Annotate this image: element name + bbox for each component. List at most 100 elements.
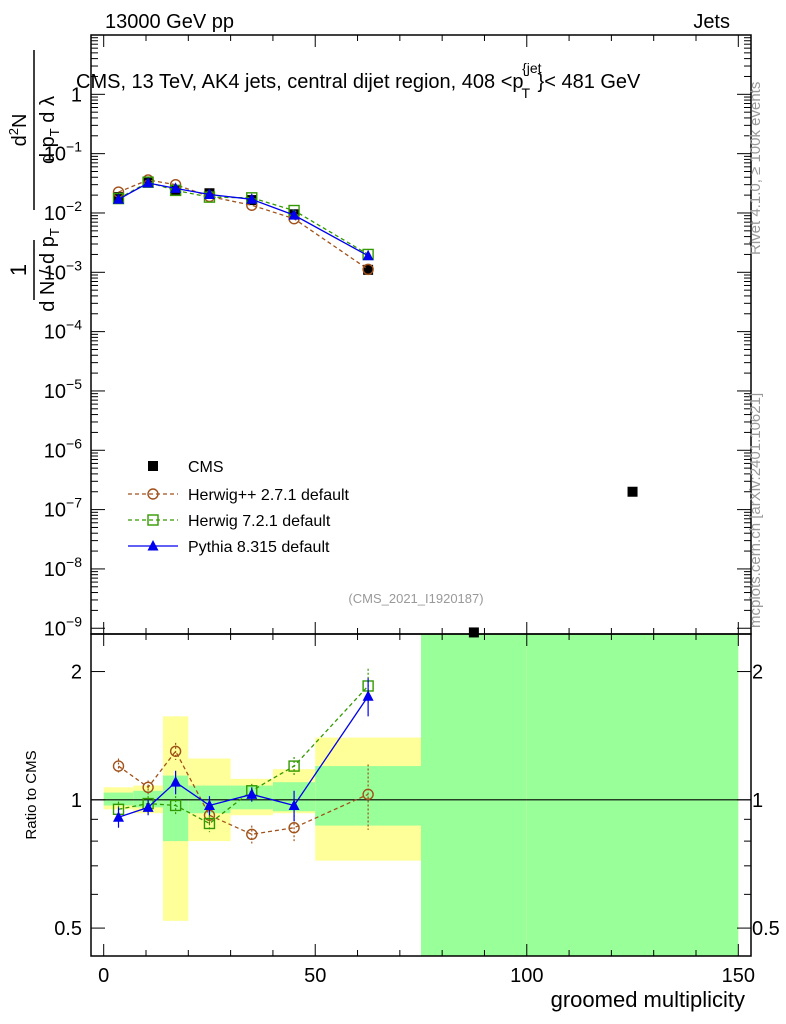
main-y-tick-label: 10−4 [44, 317, 82, 344]
tick-label-exponent: −1 [66, 139, 82, 155]
main-y-tick-label: 10−8 [44, 554, 82, 581]
tick-label-exponent: −6 [66, 435, 82, 451]
main-y-tick-label: 10−6 [44, 435, 82, 462]
ratio-series-point [169, 799, 182, 812]
tick-label-exponent: −3 [66, 257, 82, 273]
tick-label-base: 10 [44, 322, 66, 344]
tick-label-exponent: −2 [66, 198, 82, 214]
ratio-series-point [246, 788, 258, 799]
axes-group: 0 50 100 15010−910−810−710−610−510−410−310−… [44, 34, 780, 987]
ratio-series-point [203, 817, 216, 830]
legend-label-cms: CMS [188, 459, 224, 476]
legend-marker [147, 514, 159, 526]
series-line [118, 182, 369, 257]
ratio-y-tick-label-right: 2 [752, 662, 763, 684]
main-y-tick-label: 10−9 [44, 613, 82, 640]
tick-label-base: 10 [44, 144, 66, 166]
tick-label-base: 10 [44, 440, 66, 462]
series-2-ratio [113, 678, 374, 828]
legend-entry-2: Pythia 8.315 default [128, 539, 330, 556]
ylabel-numerator-1: 1 [6, 264, 31, 276]
ratio-series-point [142, 801, 154, 812]
chart-title: CMS, 13 TeV, AK4 jets, central dijet reg… [76, 60, 641, 101]
series-point [362, 249, 374, 261]
ratio-series-point [288, 799, 300, 810]
series-point [142, 177, 154, 188]
cms-data-point [363, 264, 374, 275]
ratio-ylabel: Ratio to CMS [23, 750, 40, 839]
legend-marker [147, 540, 159, 551]
ratio-series-point [362, 788, 374, 801]
series-1-main [112, 176, 374, 261]
ratio-series-group [112, 668, 374, 844]
main-y-tick-label: 10−5 [44, 376, 82, 403]
tick-label-base: 1 [71, 84, 82, 106]
series-2-main [113, 177, 374, 261]
series-point [362, 263, 374, 276]
mcplots-label: mcplots.cern.ch [arXiv:2401.10621] [747, 393, 764, 628]
ratio-series-point [288, 760, 300, 772]
ratio-stat-uncertainty-band [526, 634, 739, 956]
tick-label-exponent: −9 [66, 613, 82, 629]
tick-label-exponent: −7 [66, 495, 82, 511]
main-y-tick-label: 1 [71, 84, 82, 106]
series-0-main [112, 174, 374, 276]
ratio-series-point [142, 781, 154, 794]
tick-label-exponent: −5 [66, 376, 82, 392]
title-end: }< 481 GeV [538, 71, 642, 93]
tick-label-base: 10 [44, 618, 66, 640]
main-y-tick-label: 10−2 [44, 198, 82, 225]
legend-label: Pythia 8.315 default [188, 539, 330, 556]
main-y-tick-label: 10−1 [44, 139, 82, 166]
ratio-series-point [203, 799, 215, 810]
header-left: 13000 GeV pp [105, 11, 234, 33]
ratio-series-point [112, 760, 125, 772]
main-ylabel: 1 d N / d pT d2N d pT d λ [6, 50, 62, 312]
ratio-plot-area [91, 634, 751, 956]
x-tick-label: 0 [98, 965, 109, 987]
cms-data-point [627, 486, 638, 497]
legend-marker [147, 488, 159, 500]
tick-label-base: 10 [44, 381, 66, 403]
ratio-frame [90, 633, 752, 957]
series-point [203, 188, 215, 199]
tick-label-base: 10 [44, 500, 66, 522]
ratio-stat-uncertainty-band [103, 792, 134, 806]
series-point [170, 182, 182, 193]
main-y-tick-label: 10−7 [44, 495, 82, 522]
tick-label-base: 10 [44, 203, 66, 225]
analysis-id: (CMS_2021_I1920187) [348, 591, 483, 606]
legend-marker-cms [148, 461, 158, 471]
ratio-y-tick-label-right: 1 [752, 790, 763, 812]
ratio-series-point [170, 776, 182, 787]
ratio-y-tick-label-left: 2 [71, 662, 82, 684]
cms-data-point [468, 627, 479, 638]
series-point [246, 193, 258, 204]
ratio-series-point [288, 822, 300, 834]
series-point [113, 193, 124, 204]
ratio-series-point [113, 811, 124, 822]
legend-entry-1: Herwig 7.2.1 default [128, 513, 331, 530]
ratio-stat-uncertainty-band [421, 634, 527, 956]
ratio-series-point [246, 828, 258, 841]
header-right: Jets [693, 11, 730, 33]
x-tick-label: 100 [510, 965, 543, 987]
ratio-stat-uncertainty-band [315, 766, 421, 826]
main-y-tick-label: 10−3 [44, 257, 82, 284]
ratio-y-tick-label-right: 0.5 [752, 918, 780, 940]
tick-label-base: 10 [44, 262, 66, 284]
x-tick-label: 50 [304, 965, 326, 987]
ylabel-denominator-1: d N / d pT [37, 228, 62, 312]
tick-label-exponent: −8 [66, 554, 82, 570]
x-axis-label: groomed multiplicity [551, 987, 745, 1012]
rivet-version-label: Rivet 4.1.0, ≥ 100k events [747, 82, 764, 255]
ratio-series-point [169, 745, 182, 757]
x-tick-label: 150 [722, 965, 755, 987]
tick-label-exponent: −4 [66, 317, 82, 333]
title-sub: T [522, 85, 531, 101]
legend-entry-0: Herwig++ 2.7.1 default [128, 487, 350, 504]
legend: CMS Herwig++ 2.7.1 default Herwig 7.2.1 de… [128, 459, 350, 556]
legend-label: Herwig 7.2.1 default [188, 513, 331, 530]
ratio-series-point [362, 690, 374, 701]
